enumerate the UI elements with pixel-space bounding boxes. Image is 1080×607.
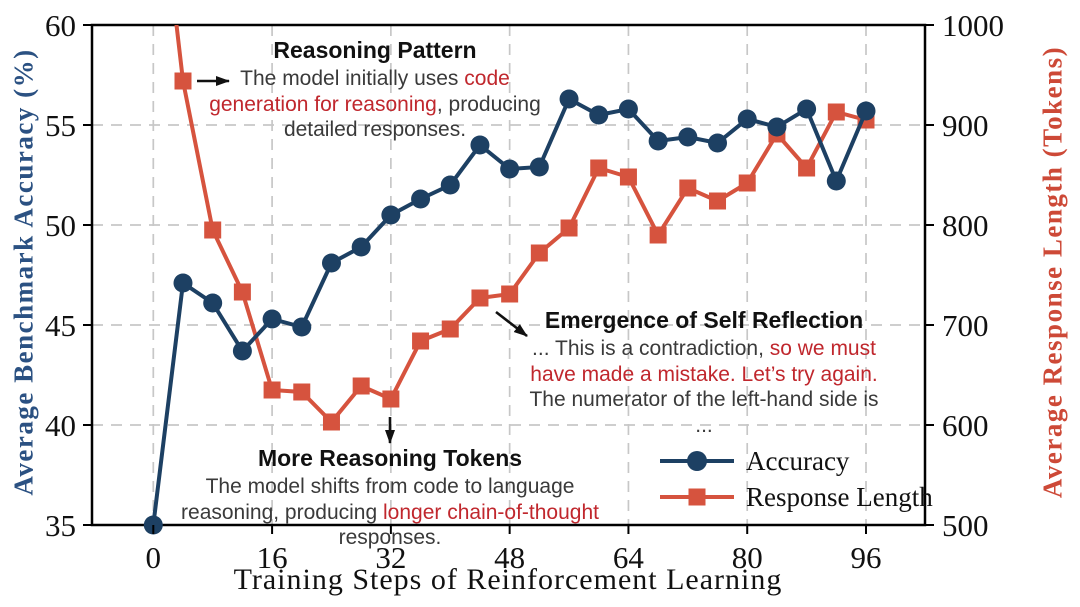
data-point-response-length bbox=[590, 159, 608, 177]
annotation-title: Emergence of Self Reflection bbox=[544, 307, 864, 333]
data-point-accuracy bbox=[440, 175, 460, 195]
annotation-body: The model shifts from code to language r… bbox=[155, 474, 625, 551]
left-tick-label: 60 bbox=[45, 8, 76, 43]
data-point-response-length bbox=[233, 283, 251, 301]
left-tick-label: 55 bbox=[45, 108, 76, 143]
data-point-accuracy bbox=[826, 171, 846, 191]
legend-label-accuracy: Accuracy bbox=[746, 445, 850, 476]
data-point-accuracy bbox=[529, 157, 549, 177]
data-point-accuracy bbox=[708, 133, 728, 153]
annotation-text-red: code generation for reasoning bbox=[209, 67, 510, 116]
annotation-more-reasoning-tokens: More Reasoning Tokens The model shifts f… bbox=[155, 444, 625, 551]
accuracy-line-marker-icon bbox=[660, 451, 734, 471]
data-point-response-length bbox=[441, 320, 459, 338]
x-tick-label: 0 bbox=[146, 540, 162, 575]
x-tick-label: 96 bbox=[851, 540, 882, 575]
data-point-accuracy bbox=[203, 293, 223, 313]
data-point-response-length bbox=[560, 219, 578, 237]
data-point-accuracy bbox=[381, 205, 401, 225]
left-axis-title: Average Benchmark Accuracy (%) bbox=[8, 48, 39, 496]
annotation-text-red: longer chain-of-thought bbox=[383, 500, 599, 524]
annotation-text: ... This is a contradiction, bbox=[532, 337, 770, 361]
legend: Accuracy Response Length bbox=[660, 446, 933, 512]
annotation-text-red: so we must have made a mistake. Let’s tr… bbox=[530, 337, 878, 386]
data-point-response-length bbox=[619, 168, 637, 186]
arrow-self-reflection-icon bbox=[495, 310, 528, 338]
response-length-line-marker-icon bbox=[660, 488, 734, 506]
x-tick-label: 64 bbox=[613, 540, 645, 575]
right-tick-label: 700 bbox=[942, 308, 989, 343]
data-point-accuracy bbox=[678, 127, 698, 147]
x-tick-label: 80 bbox=[732, 540, 763, 575]
data-point-accuracy bbox=[500, 159, 520, 179]
annotation-title: More Reasoning Tokens bbox=[257, 445, 523, 471]
data-point-response-length bbox=[322, 413, 340, 431]
data-point-response-length bbox=[530, 244, 548, 262]
left-tick-label: 50 bbox=[45, 208, 76, 243]
x-tick-label: 32 bbox=[375, 540, 406, 575]
data-point-accuracy bbox=[321, 253, 341, 273]
data-point-response-length bbox=[501, 285, 519, 303]
annotation-text: The model shifts from code to language r… bbox=[181, 475, 575, 524]
right-tick-label: 600 bbox=[942, 408, 989, 443]
data-point-accuracy bbox=[292, 317, 312, 337]
annotation-text: , producing detailed responses. bbox=[283, 92, 541, 142]
data-point-response-length bbox=[174, 72, 192, 90]
x-axis-title: Training Steps of Reinforcement Learning bbox=[233, 563, 783, 596]
data-point-response-length bbox=[709, 192, 727, 210]
annotation-self-reflection: Emergence of Self Reflection ... This is… bbox=[520, 306, 888, 438]
data-point-response-length bbox=[738, 174, 756, 192]
right-tick-label: 900 bbox=[942, 108, 989, 143]
data-point-response-length bbox=[293, 383, 311, 401]
data-point-accuracy bbox=[767, 117, 787, 137]
right-tick-label: 500 bbox=[942, 508, 989, 543]
annotation-reasoning-pattern: Reasoning Pattern The model initially us… bbox=[205, 36, 545, 143]
data-point-response-length bbox=[382, 390, 400, 408]
data-point-accuracy bbox=[411, 189, 431, 209]
data-point-response-length bbox=[263, 381, 281, 399]
data-point-accuracy bbox=[648, 131, 668, 151]
right-tick-label: 800 bbox=[942, 208, 989, 243]
annotation-body: ... This is a contradiction, so we must … bbox=[520, 336, 888, 438]
data-point-response-length bbox=[649, 226, 667, 244]
data-point-accuracy bbox=[559, 89, 579, 109]
annotation-text: responses. bbox=[338, 526, 442, 550]
data-point-response-length bbox=[679, 179, 697, 197]
annotation-text: The numerator of the left-hand side is .… bbox=[529, 388, 879, 437]
right-tick-label: 1000 bbox=[942, 8, 1004, 43]
legend-item-response-length: Response Length bbox=[660, 482, 933, 512]
annotation-text: The model initially uses bbox=[240, 67, 465, 91]
data-point-accuracy bbox=[856, 101, 876, 121]
data-point-accuracy bbox=[262, 309, 282, 329]
data-point-accuracy bbox=[797, 99, 817, 119]
data-point-accuracy bbox=[737, 109, 757, 129]
right-axis-title: Average Response Length (Tokens) bbox=[1037, 45, 1068, 499]
data-point-response-length bbox=[798, 159, 816, 177]
data-point-response-length bbox=[827, 103, 845, 121]
annotation-body: The model initially uses code generation… bbox=[205, 66, 545, 143]
legend-label-response-length: Response Length bbox=[746, 481, 933, 512]
left-tick-label: 35 bbox=[45, 508, 76, 543]
data-point-response-length bbox=[204, 221, 222, 239]
left-tick-label: 45 bbox=[45, 308, 76, 343]
data-point-accuracy bbox=[173, 273, 193, 293]
x-tick-label: 16 bbox=[257, 540, 288, 575]
data-point-accuracy bbox=[470, 135, 490, 155]
data-point-accuracy bbox=[232, 341, 252, 361]
annotation-title: Reasoning Pattern bbox=[273, 37, 477, 63]
left-tick-label: 40 bbox=[45, 408, 76, 443]
data-point-accuracy bbox=[618, 99, 638, 119]
data-point-response-length bbox=[412, 332, 430, 350]
legend-item-accuracy: Accuracy bbox=[660, 446, 933, 476]
x-tick-label: 48 bbox=[494, 540, 525, 575]
data-point-accuracy bbox=[589, 105, 609, 125]
data-point-response-length bbox=[471, 289, 489, 307]
plot-border bbox=[90, 23, 927, 527]
data-point-accuracy bbox=[351, 237, 371, 257]
data-point-response-length bbox=[352, 377, 370, 395]
